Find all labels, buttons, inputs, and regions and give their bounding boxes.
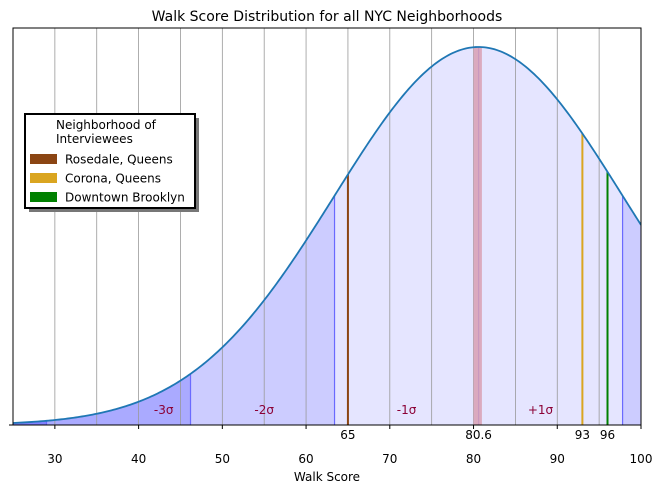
legend-title: Neighborhood of Interviewees xyxy=(56,118,157,146)
plot-frame xyxy=(12,27,642,426)
x-tick-label: 40 xyxy=(131,452,146,466)
sigma-label: +1σ xyxy=(528,403,554,417)
legend-swatch-1 xyxy=(30,173,57,183)
mean-value-label: 80.6 xyxy=(465,428,492,442)
sigma-band-1 xyxy=(46,373,191,425)
legend-entry-label: Downtown Brooklyn xyxy=(65,191,185,205)
sigma-band-3 xyxy=(334,47,479,425)
x-tick-label: 70 xyxy=(382,452,397,466)
legend-title-line: Neighborhood of xyxy=(56,118,157,132)
plot-area: -3σ -2σ -1σ +1σ xyxy=(13,28,641,425)
sigma-band-4 xyxy=(478,47,623,425)
chart-title: Walk Score Distribution for all NYC Neig… xyxy=(152,9,503,25)
density-curve xyxy=(13,46,641,424)
marker-value-label: 65 xyxy=(340,428,355,442)
mean-band xyxy=(473,47,482,425)
x-tick-label: 80 xyxy=(466,452,481,466)
x-tick-label: 30 xyxy=(47,452,62,466)
sigma-label: -2σ xyxy=(254,403,274,417)
sigma-label: -1σ xyxy=(397,403,417,417)
legend-title-line: Interviewees xyxy=(56,132,133,146)
x-tick-label: 100 xyxy=(630,452,653,466)
sigma-band-5 xyxy=(622,195,641,425)
legend-swatch-0 xyxy=(30,154,57,164)
legend: Neighborhood of Interviewees Rosedale, Que… xyxy=(24,113,199,212)
x-tick-label: 50 xyxy=(215,452,230,466)
x-tick-label: 60 xyxy=(298,452,313,466)
marker-value-label: 93 xyxy=(575,428,590,442)
marker-value-label: 96 xyxy=(600,428,615,442)
legend-swatch-2 xyxy=(30,192,57,202)
x-tick-label: 90 xyxy=(550,452,565,466)
legend-entry-label: Rosedale, Queens xyxy=(65,153,173,167)
sigma-label: -3σ xyxy=(154,403,174,417)
legend-entry-label: Corona, Queens xyxy=(65,172,161,186)
x-axis-label: Walk Score xyxy=(294,470,360,484)
